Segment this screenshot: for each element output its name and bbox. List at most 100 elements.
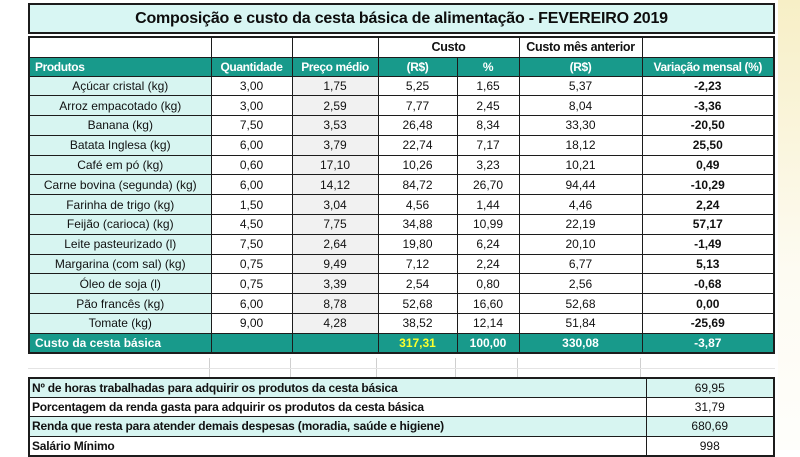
avg-price-cell: 7,75 [291,214,379,235]
column-header-row: Produtos Quantidade Preço médio (R$) % (… [28,56,775,77]
basket-cost-table: Custo Custo mês anterior Produtos Quanti… [28,36,776,355]
product-name-cell: Farinha de trigo (kg) [28,194,212,216]
cost-pct-cell: 3,23 [456,154,520,176]
avg-price-cell: 8,78 [291,293,379,315]
cost-pct-cell: 7,17 [456,134,520,156]
report-title-bar: Composição e custo da cesta básica de al… [28,3,775,34]
avg-price-cell: 2,64 [291,233,379,255]
product-name-cell: Feijão (carioca) (kg) [28,214,212,235]
product-row: Batata Inglesa (kg) 6,00 3,79 22,74 7,17… [28,134,775,156]
avg-price-cell: 14,12 [291,174,379,196]
product-row: Margarina (com sal) (kg) 0,75 9,49 7,12 … [28,253,775,275]
total-empty-cell [291,332,379,354]
prev-month-cost-cell: 94,44 [518,174,643,196]
prev-month-cost-cell: 8,04 [518,95,643,117]
monthly-variation-cell: 2,24 [641,194,775,216]
quantity-cell: 3,00 [210,95,293,117]
product-row: Óleo de soja (l) 0,75 3,39 2,54 0,80 2,5… [28,273,775,295]
prev-month-cost-cell: 10,21 [518,154,643,176]
monthly-variation-cell: -25,69 [641,313,775,334]
product-name-cell: Margarina (com sal) (kg) [28,253,212,275]
total-row: Custo da cesta básica 317,31 100,00 330,… [28,332,775,354]
prev-month-cost-cell: 6,77 [518,253,643,275]
product-name-cell: Arroz empacotado (kg) [28,95,212,117]
avg-price-cell: 3,79 [291,134,379,156]
group-header-custo-mes-anterior: Custo mês anterior [518,36,643,58]
header-spacer-cell [641,36,775,58]
summary-row: Nº de horas trabalhadas para adquirir os… [28,377,775,398]
prev-month-cost-cell: 2,56 [518,273,643,295]
avg-price-cell: 17,10 [291,154,379,176]
quantity-cell: 6,00 [210,293,293,315]
monthly-variation-cell: -0,68 [641,273,775,295]
cost-pct-cell: 1,65 [456,75,520,97]
avg-price-cell: 3,53 [291,115,379,136]
monthly-variation-cell: 57,17 [641,214,775,235]
summary-row: Salário Mínimo 998 [28,435,775,457]
monthly-variation-cell: 5,13 [641,253,775,275]
summary-value: 680,69 [645,416,775,437]
column-header-custo-rs: (R$) [377,56,458,77]
product-row: Café em pó (kg) 0,60 17,10 10,26 3,23 10… [28,154,775,176]
cost-rs-cell: 10,26 [377,154,458,176]
gridline [28,367,775,369]
monthly-variation-cell: 25,50 [641,134,775,156]
cost-pct-cell: 6,24 [456,233,520,255]
product-name-cell: Pão francês (kg) [28,293,212,315]
product-name-cell: Tomate (kg) [28,313,212,334]
product-row: Feijão (carioca) (kg) 4,50 7,75 34,88 10… [28,214,775,235]
column-header-custo-pct: % [456,56,520,77]
cost-pct-cell: 2,45 [456,95,520,117]
monthly-variation-cell: 0,00 [641,293,775,315]
quantity-cell: 7,50 [210,233,293,255]
group-header-custo: Custo [377,36,520,58]
cost-pct-cell: 10,99 [456,214,520,235]
product-name-cell: Batata Inglesa (kg) [28,134,212,156]
cost-rs-cell: 4,56 [377,194,458,216]
cost-rs-cell: 5,25 [377,75,458,97]
product-row: Carne bovina (segunda) (kg) 6,00 14,12 8… [28,174,775,196]
product-row: Arroz empacotado (kg) 3,00 2,59 7,77 2,4… [28,95,775,117]
cost-rs-cell: 7,77 [377,95,458,117]
monthly-variation-cell: -1,49 [641,233,775,255]
product-name-cell: Açúcar cristal (kg) [28,75,212,97]
prev-month-cost-cell: 4,46 [518,194,643,216]
cost-pct-cell: 16,60 [456,293,520,315]
avg-price-cell: 2,59 [291,95,379,117]
monthly-variation-cell: -3,36 [641,95,775,117]
column-header-quantidade: Quantidade [210,56,293,77]
summary-table: Nº de horas trabalhadas para adquirir os… [28,377,775,457]
total-label: Custo da cesta básica [28,332,212,354]
cost-rs-cell: 34,88 [377,214,458,235]
summary-value: 69,95 [645,377,775,398]
avg-price-cell: 9,49 [291,253,379,275]
product-row: Tomate (kg) 9,00 4,28 38,52 12,14 51,84 … [28,313,775,334]
product-name-cell: Carne bovina (segunda) (kg) [28,174,212,196]
report-title: Composição e custo da cesta básica de al… [135,9,668,27]
product-row: Farinha de trigo (kg) 1,50 3,04 4,56 1,4… [28,194,775,216]
cost-rs-cell: 2,54 [377,273,458,295]
product-name-cell: Banana (kg) [28,115,212,136]
avg-price-cell: 3,39 [291,273,379,295]
cost-rs-cell: 26,48 [377,115,458,136]
prev-month-cost-cell: 33,30 [518,115,643,136]
quantity-cell: 0,60 [210,154,293,176]
column-header-preco-medio: Preço médio [291,56,379,77]
summary-row: Porcentagem da renda gasta para adquirir… [28,396,775,418]
cost-rs-cell: 38,52 [377,313,458,334]
product-row: Açúcar cristal (kg) 3,00 1,75 5,25 1,65 … [28,75,775,97]
total-custo-pct: 100,00 [456,332,520,354]
avg-price-cell: 4,28 [291,313,379,334]
total-empty-cell [210,332,293,354]
cost-rs-cell: 84,72 [377,174,458,196]
product-row: Leite pasteurizado (l) 7,50 2,64 19,80 6… [28,233,775,255]
header-spacer-cell [291,36,379,58]
monthly-variation-cell: -2,23 [641,75,775,97]
prev-month-cost-cell: 20,10 [518,233,643,255]
prev-month-cost-cell: 18,12 [518,134,643,156]
total-variacao: -3,87 [641,332,775,354]
header-spacer-cell [28,36,212,58]
summary-label: Renda que resta para atender demais desp… [28,416,647,437]
quantity-cell: 4,50 [210,214,293,235]
prev-month-cost-cell: 52,68 [518,293,643,315]
